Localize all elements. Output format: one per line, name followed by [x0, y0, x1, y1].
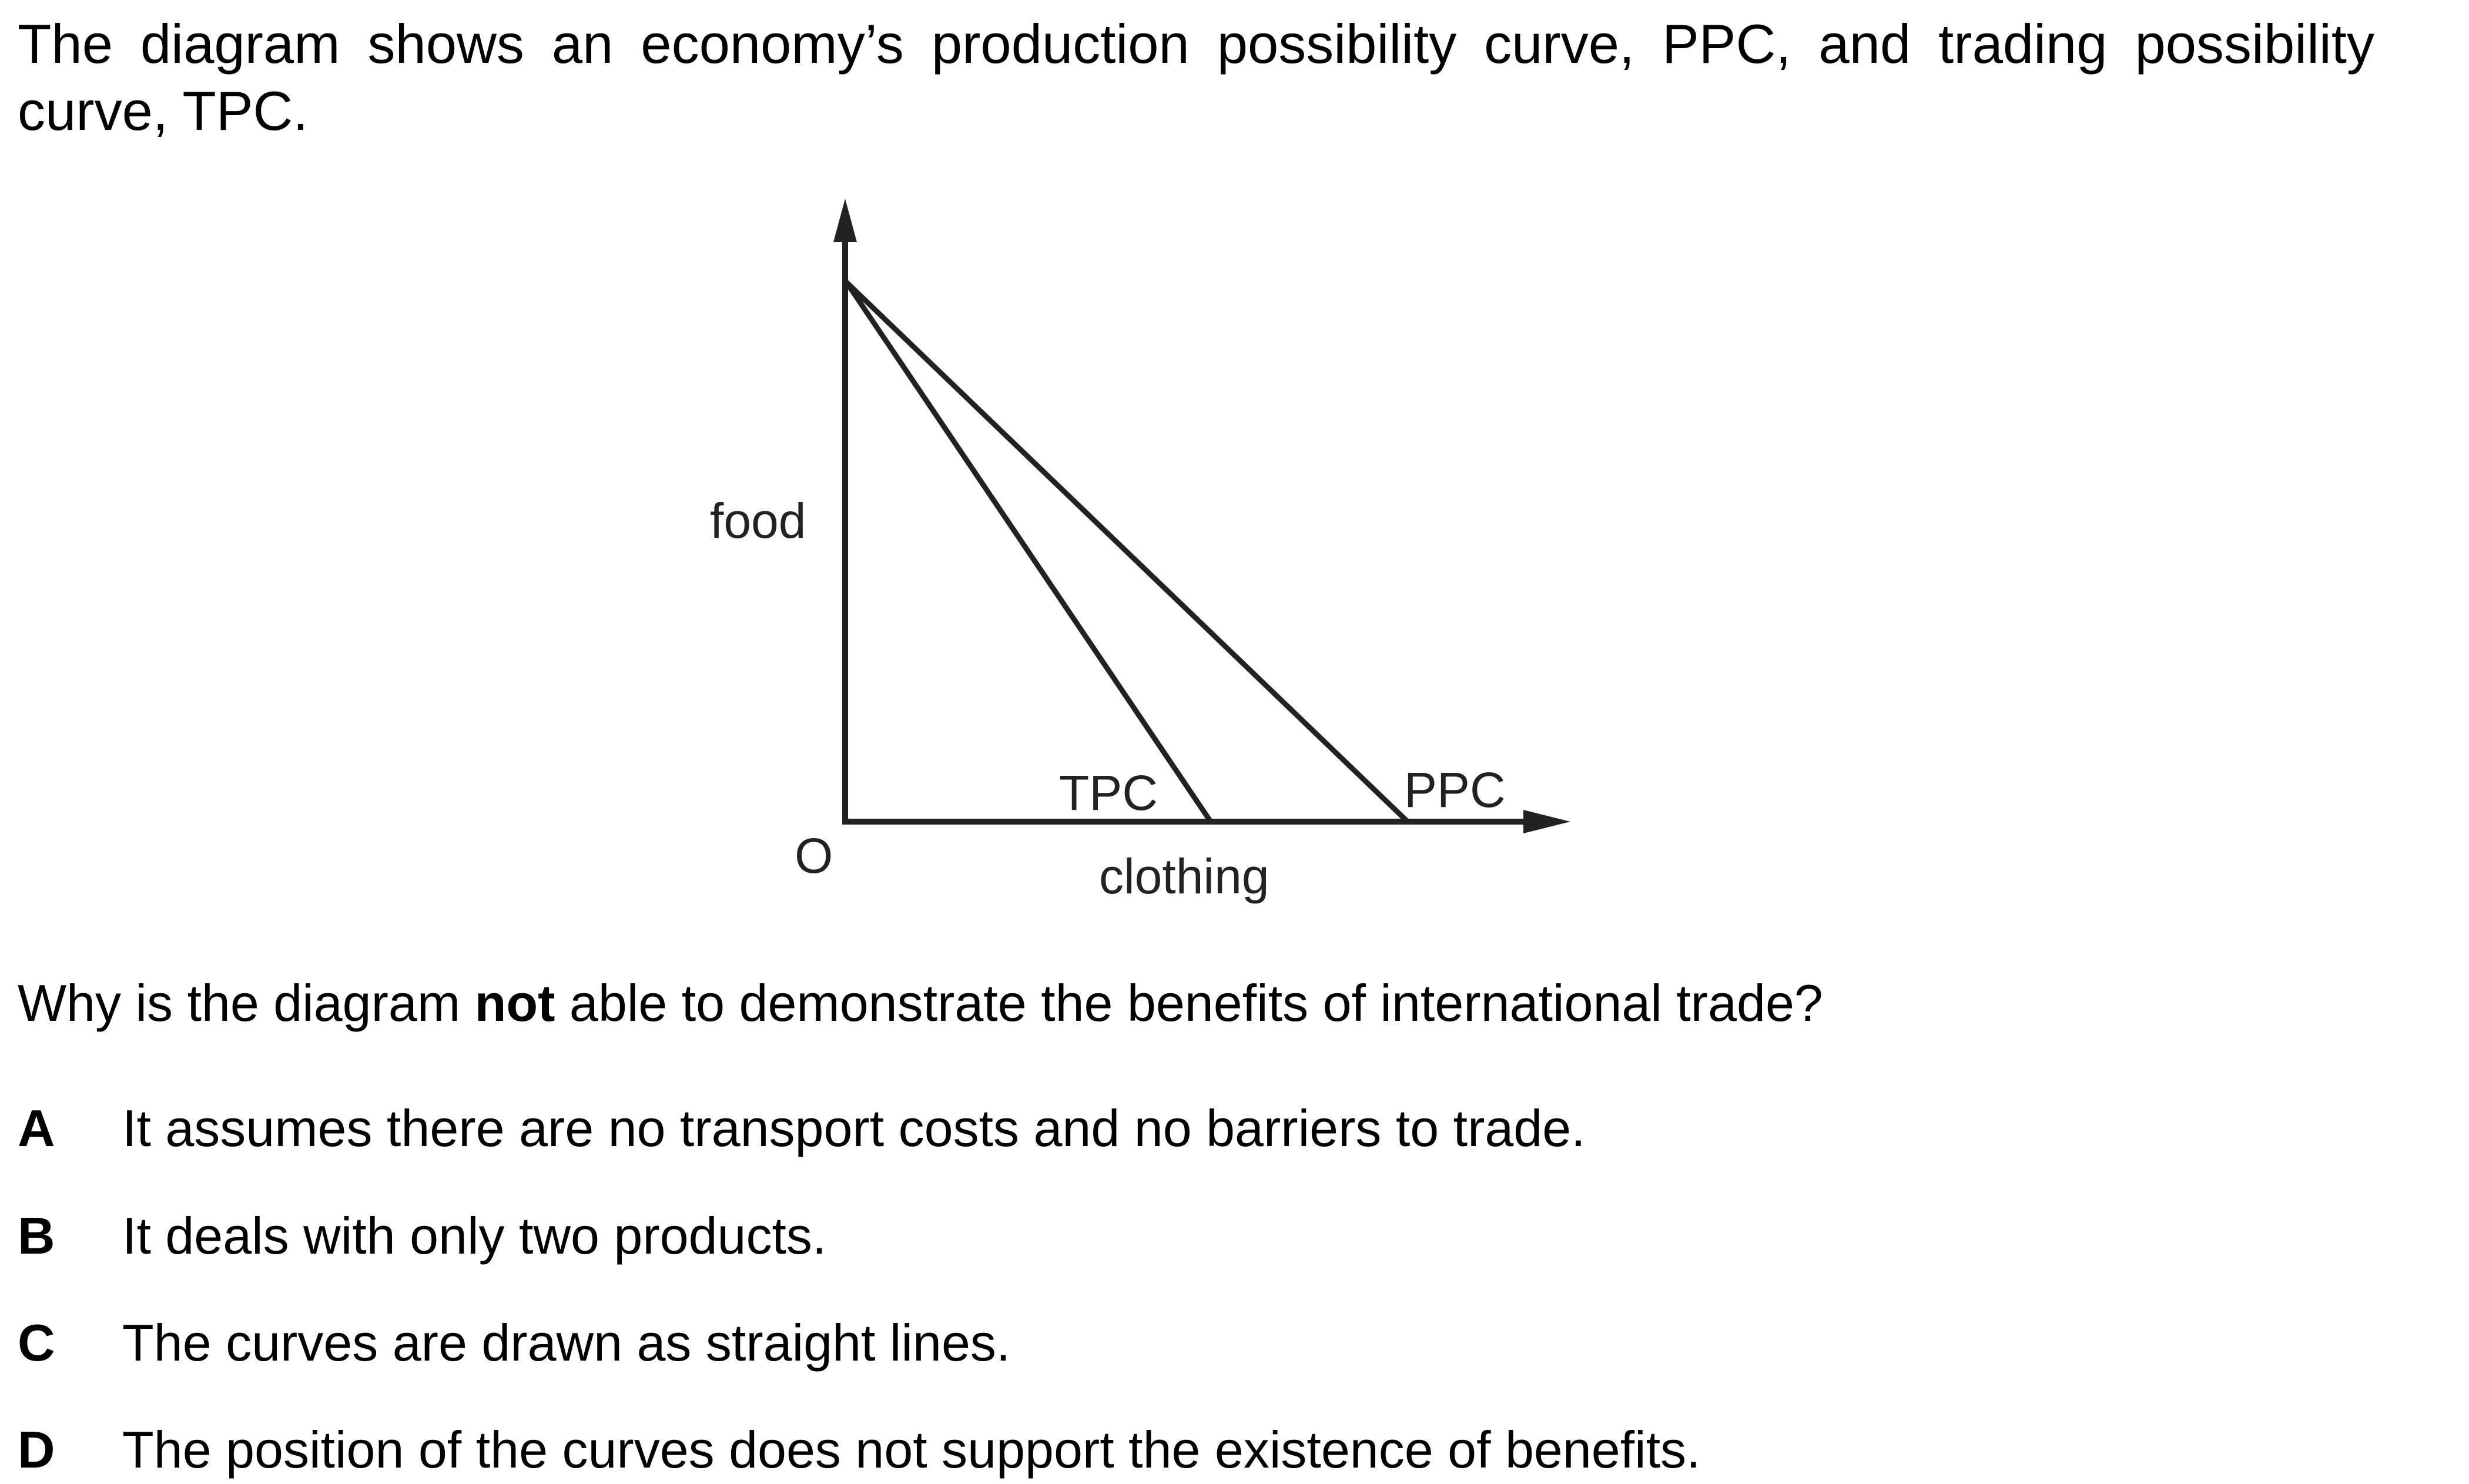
option-letter: C — [18, 1314, 55, 1372]
question-emphasis: not — [474, 974, 555, 1032]
x-axis-label: clothing — [1099, 849, 1269, 904]
option-text: The curves are drawn as straight lines. — [122, 1314, 1011, 1372]
tpc-label: TPC — [1059, 765, 1158, 820]
y-axis-label: food — [710, 493, 806, 548]
ppc-label: PPC — [1404, 762, 1506, 818]
tpc-line — [844, 280, 1213, 823]
option-letter: A — [18, 1099, 55, 1157]
option-letter: D — [18, 1421, 55, 1479]
question-before: Why is the diagram — [18, 974, 475, 1032]
option-text: It deals with only two products. — [122, 1207, 827, 1265]
option-text: The position of the curves does not supp… — [122, 1421, 1701, 1479]
option-text: It assumes there are no transport costs … — [122, 1099, 1586, 1157]
question-after: able to demonstrate the benefits of inte… — [555, 974, 1823, 1032]
intro-text: The diagram shows an economy’s productio… — [18, 13, 2374, 142]
ppc-line — [844, 280, 1410, 824]
y-axis-arrowhead — [833, 199, 857, 242]
x-axis-arrowhead — [1523, 810, 1570, 833]
origin-label: O — [795, 828, 833, 883]
option-letter: B — [18, 1207, 55, 1265]
question-text: Why is the diagram not able to demonstra… — [18, 971, 1823, 1036]
